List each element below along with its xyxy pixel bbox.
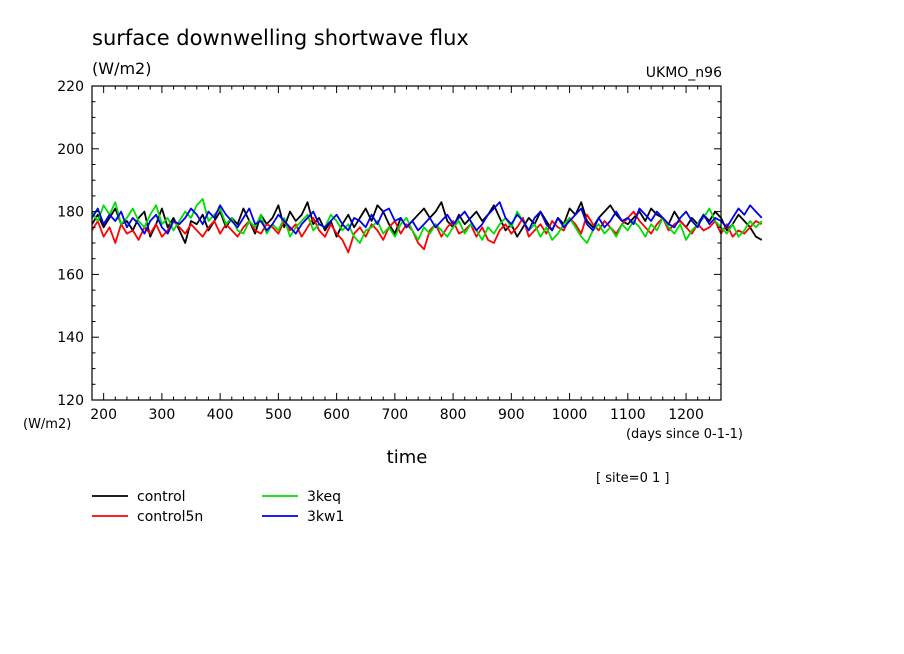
model-label: UKMO_n96 bbox=[646, 65, 722, 81]
x-tick-label: 200 bbox=[90, 407, 117, 423]
x-tick-label: 600 bbox=[323, 407, 350, 423]
y-tick-label: 220 bbox=[57, 79, 84, 95]
x-tick-label: 1100 bbox=[610, 407, 646, 423]
x-tick-label: 1200 bbox=[668, 407, 704, 423]
x-axis-title: time bbox=[387, 447, 428, 468]
x-tick-label: 900 bbox=[498, 407, 525, 423]
x-tick-label: 500 bbox=[265, 407, 292, 423]
x-tick-label: 700 bbox=[381, 407, 408, 423]
chart-title: surface downwelling shortwave flux bbox=[92, 26, 469, 50]
series-layer bbox=[91, 198, 763, 254]
x-tick-label: 300 bbox=[149, 407, 176, 423]
series-line-control bbox=[91, 201, 763, 244]
y-tick-label: 180 bbox=[57, 205, 84, 221]
plot-frame bbox=[91, 85, 722, 401]
site-annotation: [ site=0 1 ] bbox=[596, 471, 669, 486]
ticks-layer: 200 300 400 500 600 700 800 900 1000 1100 1200 120 1… bbox=[57, 79, 722, 423]
x-tick-label: 1000 bbox=[552, 407, 588, 423]
series-line-3keq bbox=[91, 198, 763, 244]
legend-label: control bbox=[137, 489, 186, 505]
y-tick-label: 120 bbox=[57, 393, 84, 409]
legend-label: 3keq bbox=[307, 489, 341, 505]
legend: control control5n 3keq 3kw1 bbox=[92, 489, 344, 525]
series-line-3kw1 bbox=[91, 201, 763, 235]
legend-label: control5n bbox=[137, 509, 203, 525]
x-tick-label: 800 bbox=[440, 407, 467, 423]
legend-label: 3kw1 bbox=[307, 509, 344, 525]
chart-units: (W/m2) bbox=[92, 59, 151, 78]
y-axis-unit-label: (W/m2) bbox=[23, 417, 71, 432]
x-tick-label: 400 bbox=[207, 407, 234, 423]
series-line-control5n bbox=[91, 210, 763, 254]
y-tick-label: 160 bbox=[57, 267, 84, 283]
y-tick-label: 200 bbox=[57, 142, 84, 158]
y-tick-label: 140 bbox=[57, 330, 84, 346]
x-axis-unit-label: (days since 0-1-1) bbox=[626, 427, 743, 442]
